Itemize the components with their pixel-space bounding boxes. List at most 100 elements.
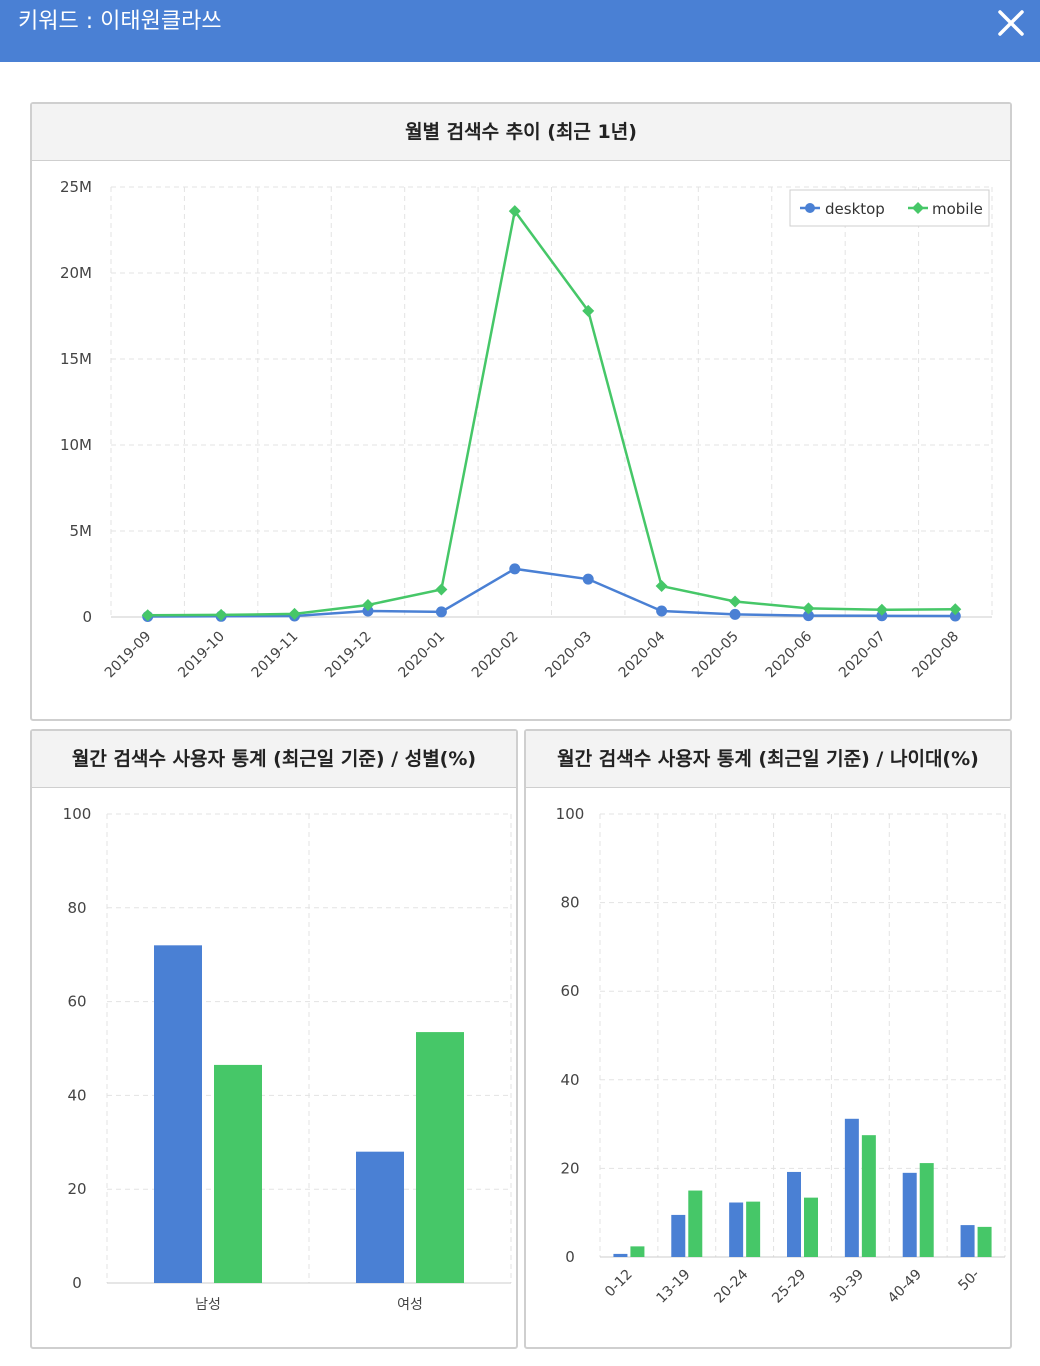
x-tick-label: 2019-11: [249, 629, 302, 682]
x-tick-label: 0-12: [602, 1267, 636, 1301]
mobile-point: [949, 603, 962, 616]
x-tick-label: 2020-06: [763, 628, 816, 681]
x-tick-label: 13-19: [654, 1267, 694, 1307]
desktop-point: [435, 606, 447, 618]
desktop-bar: [787, 1171, 801, 1257]
x-tick-label: 25-29: [769, 1267, 809, 1307]
mobile-point: [361, 598, 374, 611]
monthly-trend-chart: 0 5M 10M 15M 20M 25M 2019-09 2019-10 2019-11 2019…: [60, 178, 993, 682]
mobile-bar: [804, 1197, 818, 1257]
y-tick-label: 20: [560, 1159, 579, 1177]
gender-stats-title: 월간 검색수 사용자 통계 (최근일 기준) / 성별(%): [32, 731, 516, 788]
y-tick-label: 80: [67, 899, 86, 917]
x-tick-label: 2020-01: [396, 629, 449, 682]
close-icon: [998, 10, 1024, 36]
mobile-point: [875, 603, 888, 616]
y-tick-label: 0: [82, 608, 92, 626]
x-tick-label: 여성: [397, 1297, 423, 1313]
mobile-bar: [630, 1246, 645, 1257]
desktop-bar: [902, 1172, 917, 1257]
y-tick-label: 40: [560, 1071, 579, 1089]
x-tick-label: 20-24: [711, 1266, 751, 1306]
desktop-point: [876, 610, 888, 622]
y-tick-label: 25M: [60, 178, 92, 196]
x-tick-label: 2020-08: [909, 629, 962, 682]
y-tick-label: 60: [67, 993, 86, 1011]
x-tick-label: 2019-09: [102, 629, 155, 682]
monthly-trend-panel: 월별 검색수 추이 (최근 1년) 0 5M 10M 15M 20M 25M 2019-09…: [30, 102, 1012, 721]
desktop-series-line: [147, 567, 956, 618]
keyword-title: 키워드 : 이태원클라쓰: [18, 9, 222, 34]
y-tick-label: 0: [565, 1248, 575, 1266]
x-tick-label: 30-39: [827, 1267, 867, 1307]
mobile-point: [508, 205, 521, 218]
desktop-bar: [613, 1253, 628, 1257]
x-tick-label: 2020-04: [616, 628, 669, 681]
x-tick-label: 2020-07: [836, 629, 889, 682]
mobile-point: [802, 602, 815, 615]
desktop-point: [949, 610, 961, 622]
gender-stats-chart: 0 20 40 60 80 100 남성 여성: [63, 805, 512, 1313]
mobile-point: [141, 609, 154, 622]
mobile-bar: [416, 1032, 464, 1283]
y-tick-label: 20: [67, 1180, 86, 1198]
mobile-point: [288, 607, 301, 620]
y-tick-label: 40: [67, 1086, 86, 1104]
mobile-bar: [977, 1226, 992, 1257]
mobile-point: [729, 595, 742, 608]
legend-item-desktop[interactable]: desktop: [800, 200, 885, 218]
legend-box: [789, 189, 990, 227]
y-tick-label: 15M: [60, 350, 92, 368]
x-tick-label: 40-49: [885, 1267, 925, 1307]
legend-desktop-label: desktop: [825, 200, 885, 218]
x-tick-label: 2020-05: [689, 629, 742, 682]
desktop-point: [509, 563, 521, 575]
mobile-point: [435, 583, 448, 596]
desktop-bar: [844, 1118, 859, 1257]
chart-legend: desktop mobile: [789, 189, 990, 227]
legend-desktop-marker: [805, 203, 815, 213]
y-tick-label: 0: [72, 1274, 82, 1292]
desktop-bar: [671, 1214, 686, 1257]
y-tick-label: 60: [560, 982, 579, 1000]
mobile-bar: [861, 1135, 876, 1257]
age-stats-title: 월간 검색수 사용자 통계 (최근일 기준) / 나이대(%): [526, 731, 1010, 788]
age-stats-panel: 월간 검색수 사용자 통계 (최근일 기준) / 나이대(%) 0 20 40 60 8…: [524, 729, 1012, 1349]
y-tick-label: 100: [556, 805, 585, 823]
mobile-bar: [214, 1064, 262, 1283]
gender-stats-panel: 월간 검색수 사용자 통계 (최근일 기준) / 성별(%) 0 20 40 60 80…: [30, 729, 518, 1349]
desktop-point: [802, 610, 814, 622]
desktop-bar: [154, 945, 202, 1283]
desktop-bar: [960, 1225, 975, 1257]
y-tick-label: 100: [63, 805, 92, 823]
desktop-bar: [356, 1151, 404, 1283]
mobile-point: [215, 608, 228, 621]
monthly-trend-title: 월별 검색수 추이 (최근 1년): [32, 104, 1010, 161]
x-tick-label: 남성: [195, 1297, 221, 1313]
legend-item-mobile[interactable]: mobile: [908, 200, 983, 218]
desktop-bar: [729, 1202, 744, 1257]
x-tick-label: 2020-03: [542, 629, 595, 682]
legend-mobile-label: mobile: [932, 200, 983, 218]
x-tick-label: 2019-12: [322, 629, 375, 682]
modal-header: 키워드 : 이태원클라쓰: [0, 0, 1040, 62]
mobile-bar: [746, 1201, 761, 1257]
mobile-point: [655, 580, 668, 593]
desktop-point: [362, 605, 374, 617]
x-tick-label: 50-: [955, 1267, 982, 1294]
mobile-series-line: [147, 208, 956, 617]
legend-mobile-marker: [912, 202, 924, 214]
mobile-bar: [688, 1190, 703, 1257]
y-tick-label: 20M: [60, 264, 92, 282]
desktop-point: [656, 605, 668, 617]
x-tick-label: 2019-10: [175, 629, 228, 682]
y-tick-label: 5M: [70, 522, 93, 540]
y-tick-label: 10M: [60, 436, 92, 454]
mobile-point: [582, 304, 595, 317]
close-button[interactable]: [996, 8, 1026, 38]
mobile-bar: [919, 1163, 934, 1257]
age-stats-chart: 0 20 40 60 80 100 0-12 13-19 20-24 25-29 30-39 40-4…: [556, 805, 1006, 1307]
y-tick-label: 80: [560, 894, 579, 912]
x-tick-label: 2020-02: [469, 629, 522, 682]
desktop-point: [729, 608, 741, 620]
